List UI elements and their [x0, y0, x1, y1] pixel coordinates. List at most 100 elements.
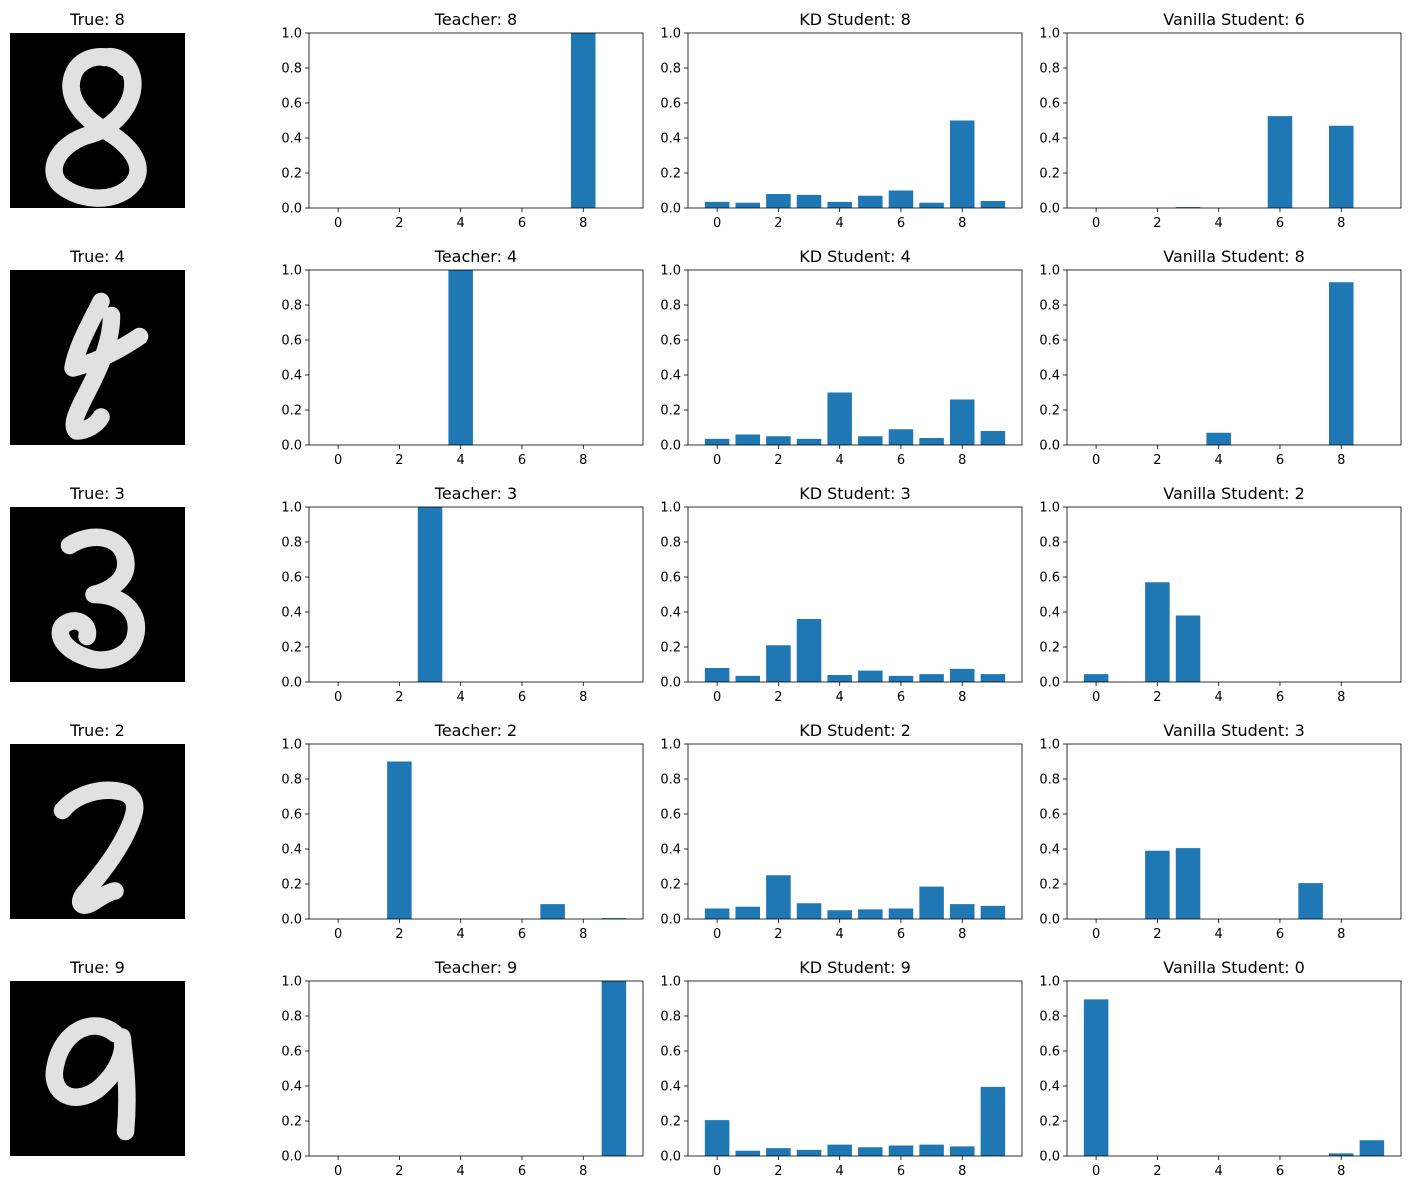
bar-r1-c1-8 — [570, 33, 596, 208]
ytick-label-r5-c1: 1.0 — [281, 975, 302, 990]
ytick-label-r1-c2: 0.8 — [660, 62, 681, 77]
xtick-label-r2-c1: 2 — [395, 453, 403, 468]
xtick-label-r5-c1: 8 — [579, 1164, 587, 1179]
ytick-label-r4-c1: 0.0 — [281, 913, 302, 928]
ytick-label-r1-c2: 0.2 — [660, 167, 681, 182]
xtick-label-r1-c1: 8 — [579, 216, 587, 231]
panel-title-r5-c2: KD Student: 9 — [799, 958, 911, 977]
ytick-label-r4-c1: 1.0 — [281, 738, 302, 753]
xtick-label-r2-c1: 6 — [518, 453, 526, 468]
xtick-label-r3-c1: 4 — [457, 690, 465, 705]
ytick-label-r1-c2: 0.0 — [660, 202, 681, 217]
digit-image-panel-r3: True: 3 — [10, 484, 185, 682]
xtick-label-r5-c3: 8 — [1337, 1164, 1345, 1179]
bar-r1-c2-7 — [919, 202, 944, 208]
digit-image-panel-r1: True: 8 — [10, 10, 185, 208]
ytick-label-r1-c2: 0.4 — [660, 132, 681, 147]
bar-r1-c2-0 — [704, 201, 730, 208]
bar-r1-c3-8 — [1328, 125, 1354, 208]
bar-r2-c1-4 — [448, 270, 473, 445]
ytick-label-r3-c3: 0.8 — [1039, 536, 1060, 551]
ytick-label-r5-c3: 0.8 — [1039, 1010, 1060, 1025]
axes-frame-r1-c2 — [687, 32, 1023, 209]
axes-frame-r3-c2 — [687, 506, 1023, 683]
xtick-label-r5-c2: 8 — [958, 1164, 966, 1179]
axes-frame-r1-c1 — [308, 32, 644, 209]
ytick-label-r1-c1: 0.8 — [281, 62, 302, 77]
xtick-label-r3-c3: 6 — [1276, 690, 1284, 705]
ytick-label-r4-c3: 1.0 — [1039, 738, 1060, 753]
bar-r4-c2-6 — [888, 908, 914, 919]
ytick-label-r2-c2: 0.0 — [660, 439, 681, 454]
xtick-label-r2-c2: 4 — [836, 453, 844, 468]
bar-r1-c2-2 — [766, 194, 791, 208]
bar-r3-c2-5 — [858, 670, 883, 682]
ytick-label-r3-c1: 0.4 — [281, 606, 302, 621]
bar-panel-r2-c2: KD Student: 4 0.0 0.2 0.4 0.6 0.8 1.0 0 2 4 6 8 — [660, 247, 1023, 468]
bar-r4-c1-7 — [540, 904, 565, 919]
ytick-label-r5-c2: 1.0 — [660, 975, 681, 990]
xtick-label-r2-c1: 0 — [334, 453, 342, 468]
xtick-label-r4-c2: 6 — [897, 927, 905, 942]
bar-r3-c2-1 — [735, 675, 761, 682]
ytick-label-r4-c1: 0.4 — [281, 843, 302, 858]
xtick-label-r5-c1: 6 — [518, 1164, 526, 1179]
bar-r4-c3-3 — [1175, 848, 1201, 919]
bar-r2-c2-5 — [858, 436, 883, 445]
bar-r2-c2-6 — [888, 429, 914, 445]
ytick-label-r5-c1: 0.4 — [281, 1080, 302, 1095]
ytick-label-r3-c1: 0.8 — [281, 536, 302, 551]
bar-r2-c2-2 — [766, 436, 791, 445]
ytick-label-r3-c2: 1.0 — [660, 501, 681, 516]
ytick-label-r4-c2: 1.0 — [660, 738, 681, 753]
ytick-label-r5-c2: 0.8 — [660, 1010, 681, 1025]
xtick-label-r3-c1: 0 — [334, 690, 342, 705]
xtick-label-r2-c3: 4 — [1215, 453, 1223, 468]
xtick-label-r4-c3: 2 — [1153, 927, 1161, 942]
bar-panel-r3-c3: Vanilla Student: 2 0.0 0.2 0.4 0.6 0.8 1.0 0 2 4 6… — [1039, 484, 1402, 705]
ytick-label-r2-c1: 0.0 — [281, 439, 302, 454]
bar-panel-r1-c1: Teacher: 8 0.0 0.2 0.4 0.6 0.8 1.0 0 2 4 6 8 — [281, 10, 644, 231]
xtick-label-r3-c2: 8 — [958, 690, 966, 705]
ytick-label-r1-c1: 0.4 — [281, 132, 302, 147]
xtick-label-r2-c3: 6 — [1276, 453, 1284, 468]
ytick-label-r3-c2: 0.4 — [660, 606, 681, 621]
bar-r2-c2-7 — [919, 438, 944, 445]
xtick-label-r1-c2: 2 — [774, 216, 782, 231]
axes-frame-r5-c1 — [308, 980, 644, 1157]
xtick-label-r2-c2: 6 — [897, 453, 905, 468]
bar-panel-r1-c3: Vanilla Student: 6 0.0 0.2 0.4 0.6 0.8 1.0 0 2 4 6… — [1039, 10, 1402, 231]
bar-r1-c2-9 — [980, 201, 1006, 208]
panel-title-r4-c3: Vanilla Student: 3 — [1163, 721, 1305, 740]
axes-frame-r2-c2 — [687, 269, 1023, 446]
axes-frame-r2-c1 — [308, 269, 644, 446]
bar-r3-c2-7 — [919, 674, 944, 682]
bar-panel-r2-c1: Teacher: 4 0.0 0.2 0.4 0.6 0.8 1.0 0 2 4 6 8 — [281, 247, 644, 468]
ytick-label-r3-c2: 0.0 — [660, 676, 681, 691]
bar-r5-c3-0 — [1083, 999, 1109, 1156]
ytick-label-r5-c3: 0.2 — [1039, 1115, 1060, 1130]
xtick-label-r1-c1: 0 — [334, 216, 342, 231]
bar-r1-c3-6 — [1267, 116, 1293, 208]
ytick-label-r2-c2: 1.0 — [660, 264, 681, 279]
ytick-label-r3-c3: 0.6 — [1039, 571, 1060, 586]
bar-r2-c2-3 — [796, 438, 822, 445]
xtick-label-r3-c2: 6 — [897, 690, 905, 705]
ytick-label-r5-c1: 0.6 — [281, 1045, 302, 1060]
ytick-label-r5-c2: 0.2 — [660, 1115, 681, 1130]
ytick-label-r3-c2: 0.6 — [660, 571, 681, 586]
bar-r5-c2-6 — [888, 1145, 914, 1156]
bar-r5-c2-3 — [796, 1149, 822, 1156]
xtick-label-r4-c3: 8 — [1337, 927, 1345, 942]
xtick-label-r5-c1: 4 — [457, 1164, 465, 1179]
ytick-label-r4-c3: 0.8 — [1039, 773, 1060, 788]
xtick-label-r2-c3: 8 — [1337, 453, 1345, 468]
bar-r1-c2-8 — [949, 120, 975, 208]
ytick-label-r3-c1: 0.0 — [281, 676, 302, 691]
ytick-label-r2-c1: 0.8 — [281, 299, 302, 314]
bar-r2-c2-8 — [949, 399, 975, 445]
bar-r5-c2-2 — [766, 1148, 791, 1156]
ytick-label-r3-c3: 0.4 — [1039, 606, 1060, 621]
ytick-label-r5-c1: 0.0 — [281, 1150, 302, 1165]
